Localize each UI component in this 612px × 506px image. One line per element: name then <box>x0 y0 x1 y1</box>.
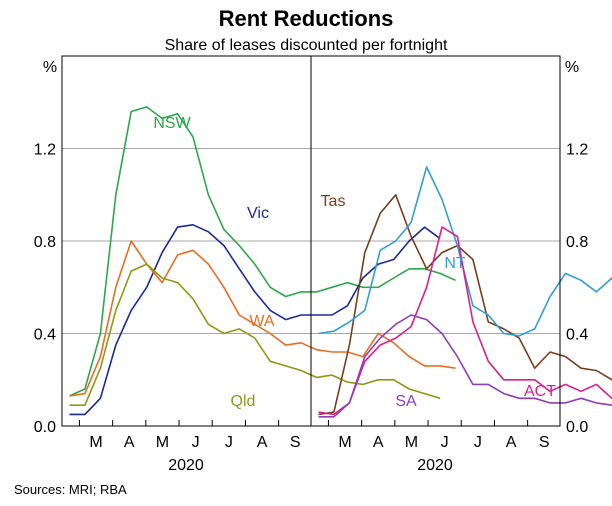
y-tick-label-right: 0.8 <box>566 234 588 251</box>
series-label-vic: Vic <box>247 205 269 222</box>
series-line-nt <box>319 167 612 336</box>
x-tick-label: A <box>373 434 384 451</box>
series-label-nsw: NSW <box>153 115 191 132</box>
series-label-wa: WA <box>249 313 275 330</box>
series-layer <box>70 107 612 417</box>
x-tick-label: A <box>124 434 135 451</box>
series-label-act: ACT <box>524 383 556 400</box>
x-tick-label: A <box>257 434 268 451</box>
x-tick-label: J <box>441 434 449 451</box>
y-tick-label-right: 0.4 <box>566 327 588 344</box>
x-tick-label: M <box>89 434 102 451</box>
y-tick-label-left: 0.0 <box>34 419 56 436</box>
right-year-label: 2020 <box>417 457 453 474</box>
chart-subtitle: Share of leases discounted per fortnight <box>165 37 448 54</box>
series-label-qld: Qld <box>231 393 256 410</box>
x-tick-label: A <box>506 434 517 451</box>
series-label-nt: NT <box>444 255 466 272</box>
series-label-tas: Tas <box>321 193 346 210</box>
x-tick-label: M <box>405 434 418 451</box>
x-tick-label: S <box>539 434 550 451</box>
right-unit-label: % <box>565 59 579 76</box>
y-tick-label-left: 1.2 <box>34 142 56 159</box>
y-tick-label-right: 0.0 <box>566 419 588 436</box>
x-tick-label: J <box>225 434 233 451</box>
source-note: Sources: MRI; RBA <box>14 482 127 497</box>
x-tick-label: J <box>474 434 482 451</box>
y-tick-label-left: 0.4 <box>34 327 56 344</box>
y-tick-label-right: 1.2 <box>566 142 588 159</box>
x-tick-label: S <box>290 434 301 451</box>
x-tick-label: M <box>156 434 169 451</box>
x-tick-label: J <box>192 434 200 451</box>
left-unit-label: % <box>43 59 57 76</box>
series-line-tas <box>319 195 612 415</box>
chart-title: Rent Reductions <box>219 6 394 31</box>
y-tick-label-left: 0.8 <box>34 234 56 251</box>
label-layer: NSW Vic WA Qld Tas NT ACT SA <box>153 115 556 410</box>
x-tick-label: M <box>338 434 351 451</box>
left-year-label: 2020 <box>168 457 204 474</box>
series-label-sa: SA <box>395 393 417 410</box>
